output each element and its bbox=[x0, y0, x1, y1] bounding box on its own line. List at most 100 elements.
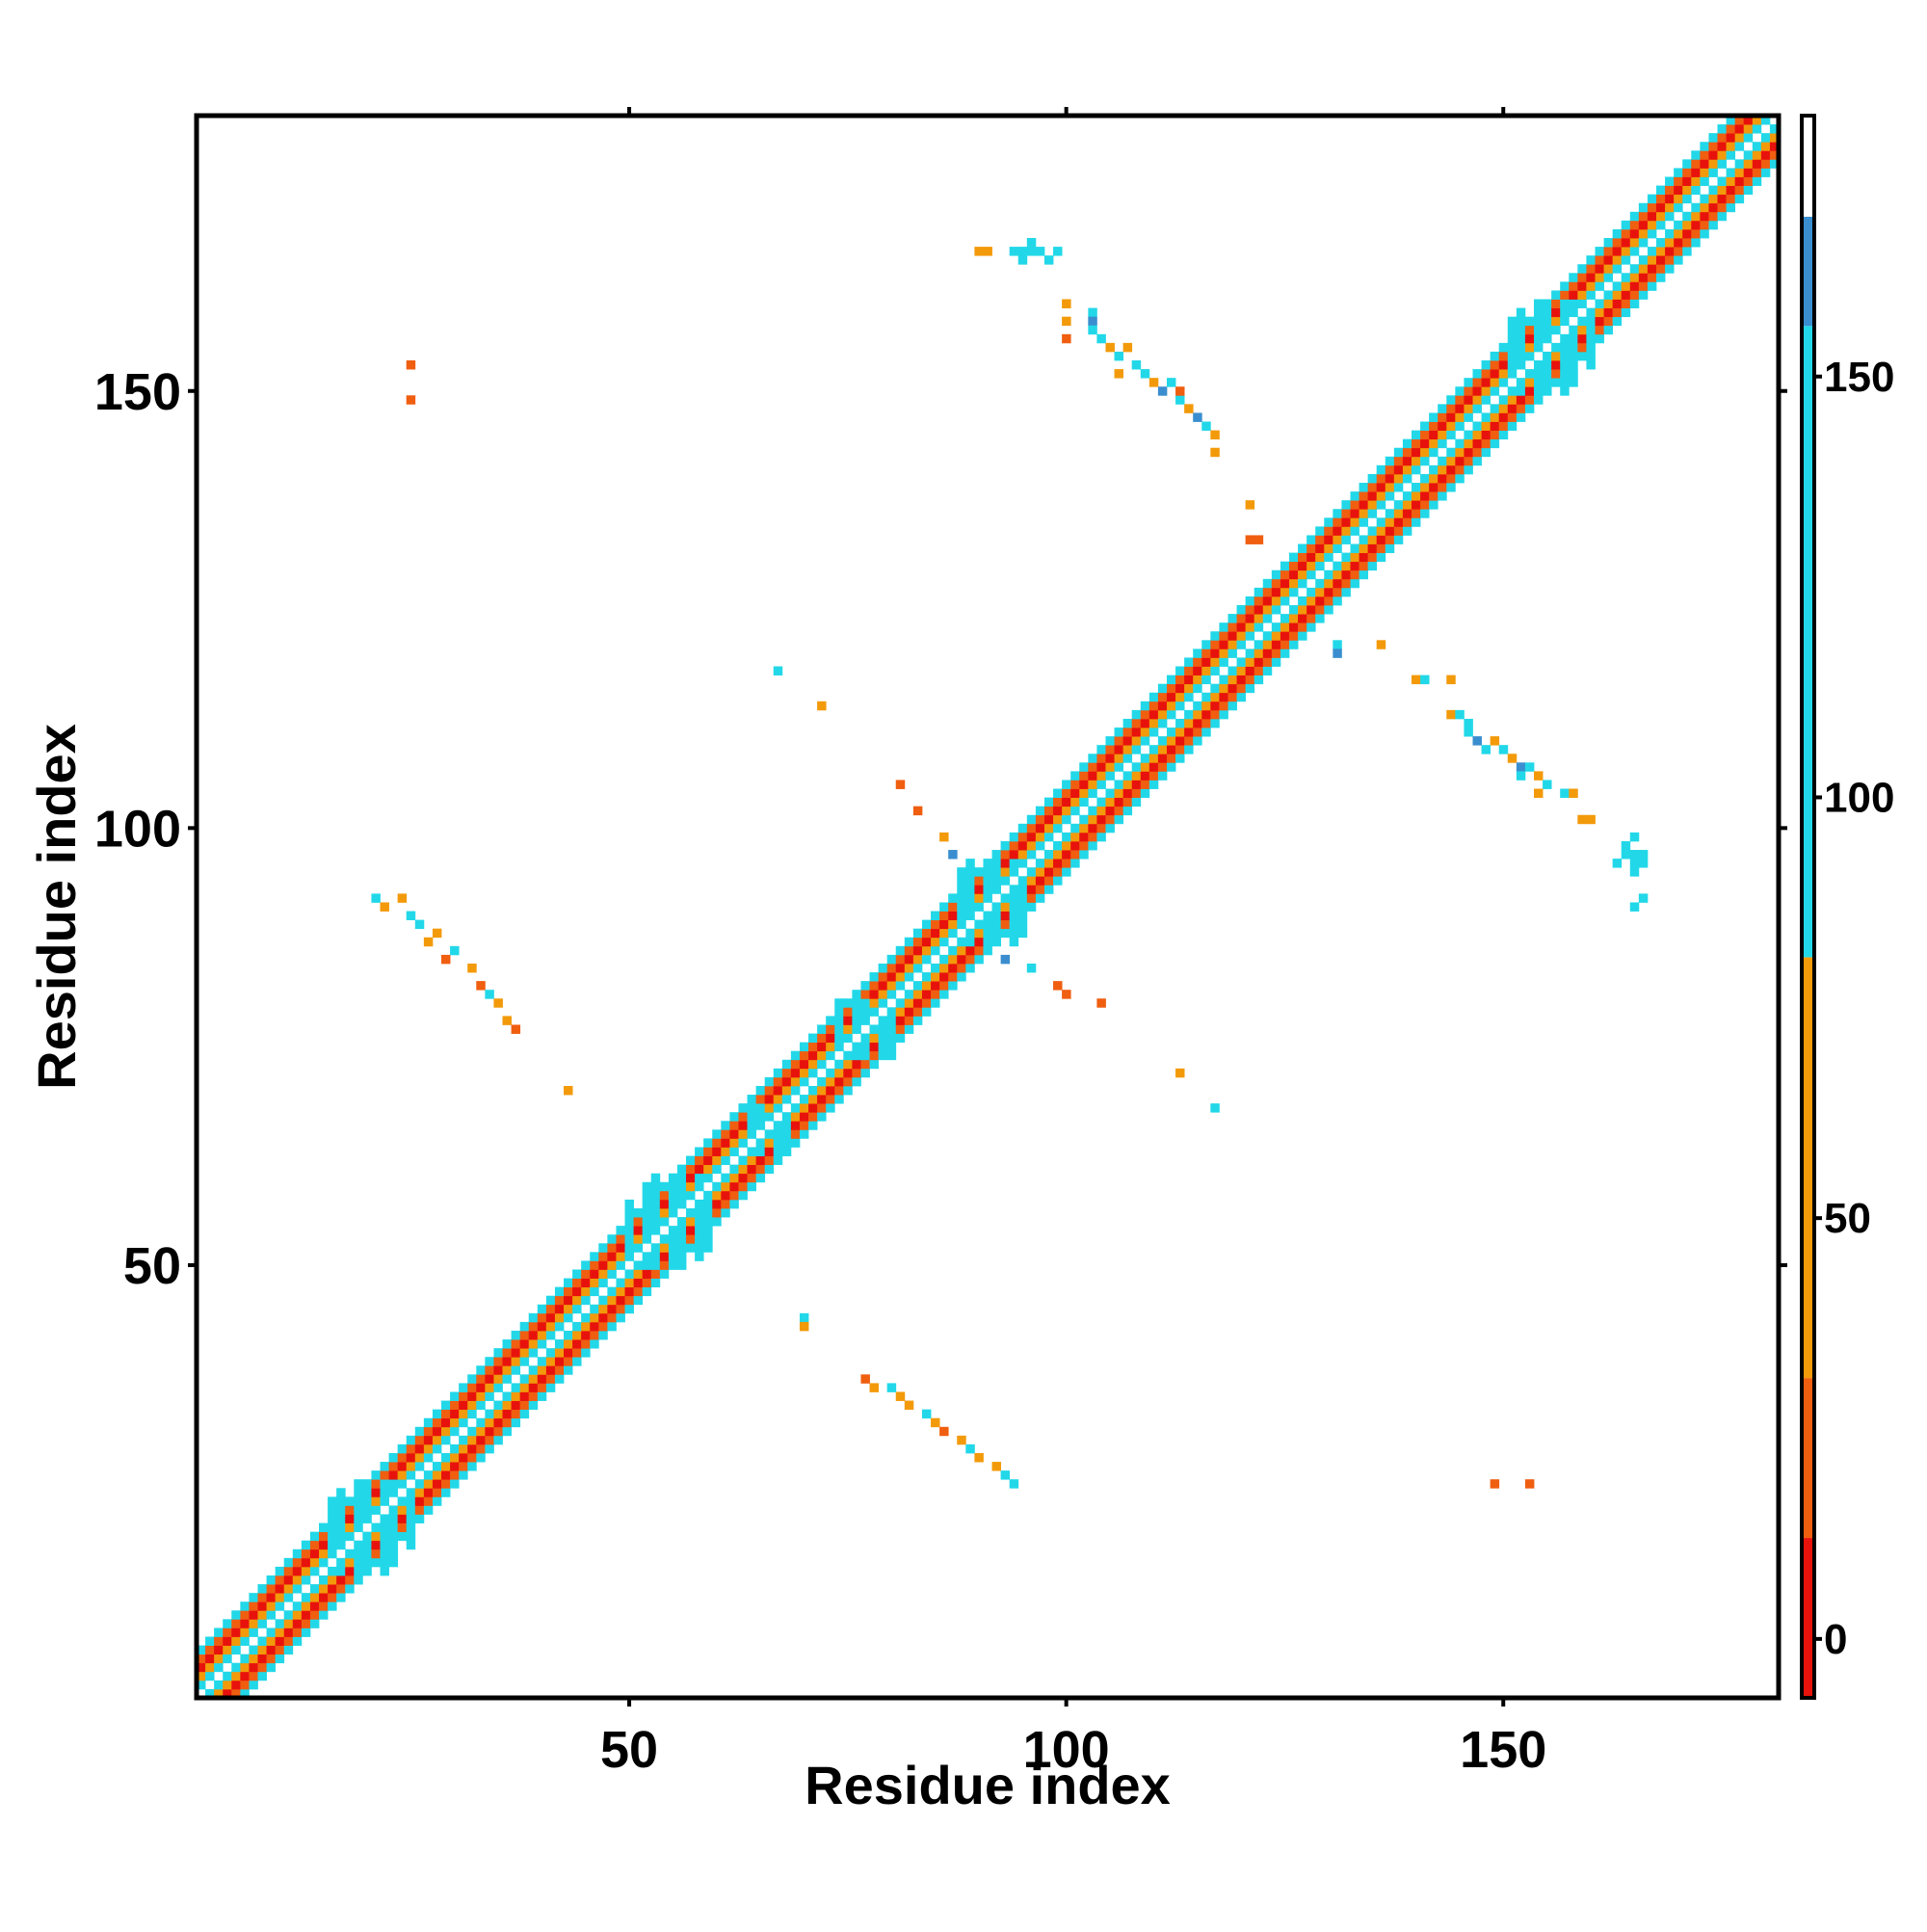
heatmap-cell bbox=[1647, 247, 1657, 256]
heatmap-cell bbox=[1586, 255, 1596, 265]
heatmap-cell bbox=[1717, 194, 1727, 204]
heatmap-cell bbox=[1464, 404, 1473, 413]
heatmap-cell bbox=[1088, 325, 1097, 335]
heatmap-cell bbox=[1402, 438, 1412, 449]
heatmap-cell bbox=[336, 1540, 346, 1550]
heatmap-cell bbox=[712, 1190, 722, 1201]
heatmap-cell bbox=[755, 1138, 766, 1148]
heatmap-cell bbox=[1769, 142, 1780, 151]
heatmap-cell bbox=[1603, 325, 1614, 335]
heatmap-cell bbox=[1210, 657, 1220, 667]
heatmap-cell bbox=[1096, 998, 1106, 1008]
heatmap-cell bbox=[1298, 561, 1307, 571]
heatmap-cell bbox=[633, 1243, 644, 1253]
heatmap-cell bbox=[1402, 447, 1412, 458]
heatmap-cell bbox=[354, 1479, 363, 1489]
heatmap-cell bbox=[406, 1488, 416, 1497]
heatmap-cell bbox=[1210, 447, 1220, 458]
heatmap-cell bbox=[1140, 780, 1150, 789]
heatmap-cell bbox=[965, 1443, 975, 1454]
heatmap-cell bbox=[1341, 535, 1351, 544]
heatmap-cell bbox=[712, 1181, 722, 1192]
heatmap-cell bbox=[1193, 736, 1202, 746]
heatmap-cell bbox=[564, 1085, 573, 1096]
heatmap-cell bbox=[1062, 788, 1071, 798]
heatmap-cell bbox=[607, 1260, 617, 1270]
heatmap-cell bbox=[301, 1593, 311, 1602]
heatmap-cell bbox=[406, 1496, 416, 1506]
heatmap-cell bbox=[1752, 168, 1762, 177]
heatmap-cell bbox=[1446, 447, 1456, 458]
heatmap-cell bbox=[1166, 683, 1176, 694]
heatmap-cell bbox=[991, 859, 1002, 868]
heatmap-cell bbox=[309, 1557, 320, 1568]
heatmap-cell bbox=[1166, 728, 1176, 737]
heatmap-cell bbox=[554, 1348, 565, 1358]
heatmap-cell bbox=[214, 1636, 224, 1646]
heatmap-cell bbox=[1665, 228, 1675, 239]
heatmap-cell bbox=[1324, 578, 1333, 589]
heatmap-cell bbox=[1717, 211, 1727, 222]
heatmap-cell bbox=[450, 1409, 460, 1419]
heatmap-cell bbox=[371, 1505, 381, 1515]
heatmap-cell bbox=[1262, 657, 1273, 667]
heatmap-cell bbox=[1175, 675, 1185, 685]
heatmap-cell bbox=[581, 1339, 591, 1349]
heatmap-cell bbox=[1655, 273, 1666, 282]
heatmap-cell bbox=[817, 1112, 827, 1122]
heatmap-cell bbox=[1551, 360, 1561, 370]
heatmap-cell bbox=[991, 902, 1002, 912]
heatmap-cell bbox=[249, 1671, 258, 1681]
heatmap-cell bbox=[721, 1173, 730, 1183]
heatmap-cell bbox=[1298, 578, 1307, 589]
heatmap-cell bbox=[1148, 692, 1159, 702]
heatmap-cell bbox=[808, 1033, 818, 1044]
heatmap-cell bbox=[1551, 316, 1561, 327]
heatmap-cell bbox=[869, 1050, 879, 1061]
heatmap-cell bbox=[1079, 771, 1089, 781]
heatmap-cell bbox=[1140, 754, 1150, 763]
heatmap-cell bbox=[1359, 569, 1369, 580]
heatmap-cell bbox=[668, 1190, 678, 1201]
heatmap-cell bbox=[1621, 281, 1631, 291]
heatmap-cell bbox=[1026, 840, 1037, 851]
heatmap-cell bbox=[1586, 264, 1596, 274]
heatmap-cell bbox=[1393, 464, 1404, 475]
heatmap-cell bbox=[1543, 780, 1552, 789]
heatmap-cell bbox=[1638, 211, 1649, 222]
heatmap-cell bbox=[1411, 430, 1421, 440]
heatmap-cell bbox=[1324, 543, 1333, 553]
heatmap-cell bbox=[223, 1654, 232, 1664]
heatmap-cell bbox=[1638, 228, 1649, 239]
heatmap-cell bbox=[1665, 202, 1675, 213]
heatmap-cell bbox=[931, 981, 940, 991]
heatmap-cell bbox=[564, 1295, 573, 1306]
heatmap-cell bbox=[414, 1488, 425, 1497]
heatmap-cell bbox=[1393, 517, 1404, 527]
heatmap-cell bbox=[1402, 456, 1412, 466]
heatmap-cell bbox=[1402, 526, 1412, 536]
heatmap-cell bbox=[1333, 648, 1342, 658]
heatmap-cell bbox=[1017, 247, 1028, 256]
heatmap-cell bbox=[939, 832, 949, 842]
heatmap-cell bbox=[1245, 622, 1255, 632]
heatmap-cell bbox=[1062, 780, 1071, 789]
heatmap-cell bbox=[283, 1628, 294, 1637]
heatmap-cell bbox=[240, 1601, 250, 1611]
heatmap-cell bbox=[459, 1452, 468, 1463]
heatmap-cell bbox=[1367, 483, 1378, 492]
heatmap-cell bbox=[921, 954, 932, 965]
heatmap-cell bbox=[1201, 675, 1211, 685]
heatmap-cell bbox=[1665, 255, 1675, 265]
heatmap-cell bbox=[1227, 640, 1237, 649]
heatmap-cell bbox=[223, 1680, 232, 1690]
heatmap-cell bbox=[1726, 202, 1736, 213]
heatmap-cell bbox=[1140, 701, 1150, 711]
heatmap-cell bbox=[834, 1095, 844, 1104]
heatmap-cell bbox=[309, 1540, 320, 1550]
heatmap-cell bbox=[790, 1085, 801, 1096]
heatmap-cell bbox=[738, 1173, 748, 1183]
heatmap-cell bbox=[1655, 247, 1666, 256]
heatmap-cell bbox=[1603, 273, 1614, 282]
heatmap-cell bbox=[1026, 963, 1037, 973]
